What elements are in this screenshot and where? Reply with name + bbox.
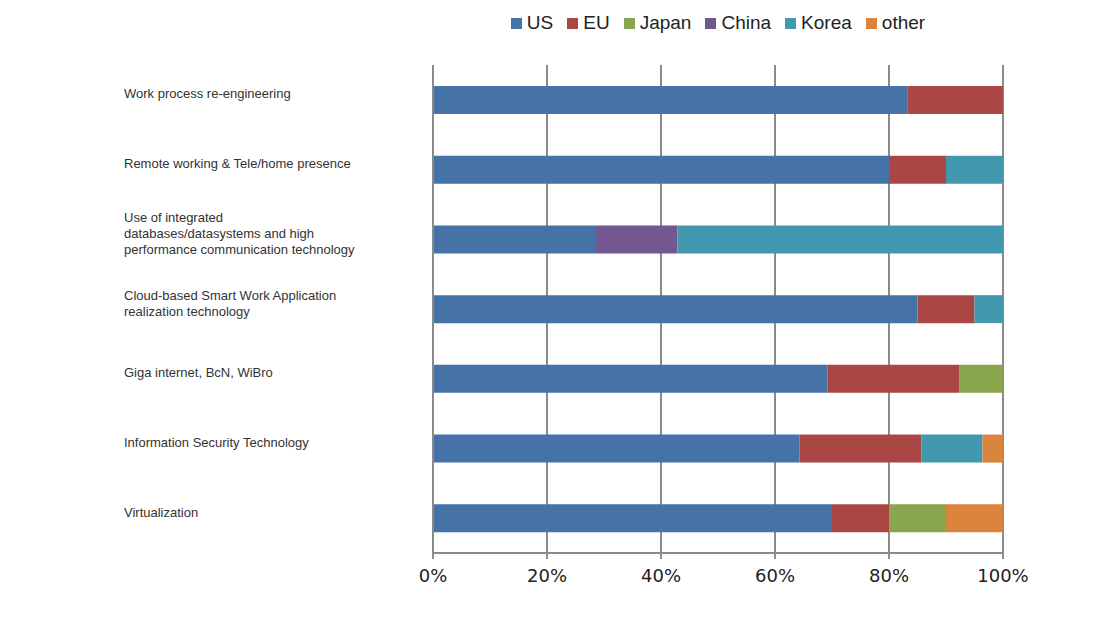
svg-text:40%: 40% (641, 565, 681, 586)
svg-text:20%: 20% (527, 565, 567, 586)
html-text:US: US (526, 12, 554, 33)
svg-text:80%: 80% (869, 565, 909, 586)
svg-text:Cloud-based Smart Work Applica: Cloud-based Smart Work Applicationrealiz… (124, 288, 336, 319)
svg-text:Remote working & Tele/home pre: Remote working & Tele/home presence (124, 156, 351, 171)
html-text:EU: EU (583, 12, 610, 33)
svg-text:100%: 100% (977, 565, 1028, 586)
html-text:other: other (881, 12, 926, 33)
html-text:Japan: Japan (639, 12, 692, 33)
svg-text:Use of integrateddatabases/dat: Use of integrateddatabases/datasystems a… (124, 210, 355, 257)
svg-text:Information Security Technolog: Information Security Technology (124, 435, 309, 450)
html-text:Korea: Korea (801, 12, 852, 33)
html-text:China: China (721, 12, 772, 33)
svg-text:Work process re-engineering: Work process re-engineering (124, 86, 291, 101)
svg-text:Giga internet, BcN, WiBro: Giga internet, BcN, WiBro (124, 365, 273, 380)
svg-text:60%: 60% (755, 565, 795, 586)
svg-text:0%: 0% (419, 565, 448, 586)
svg-text:Virtualization: Virtualization (124, 505, 198, 520)
